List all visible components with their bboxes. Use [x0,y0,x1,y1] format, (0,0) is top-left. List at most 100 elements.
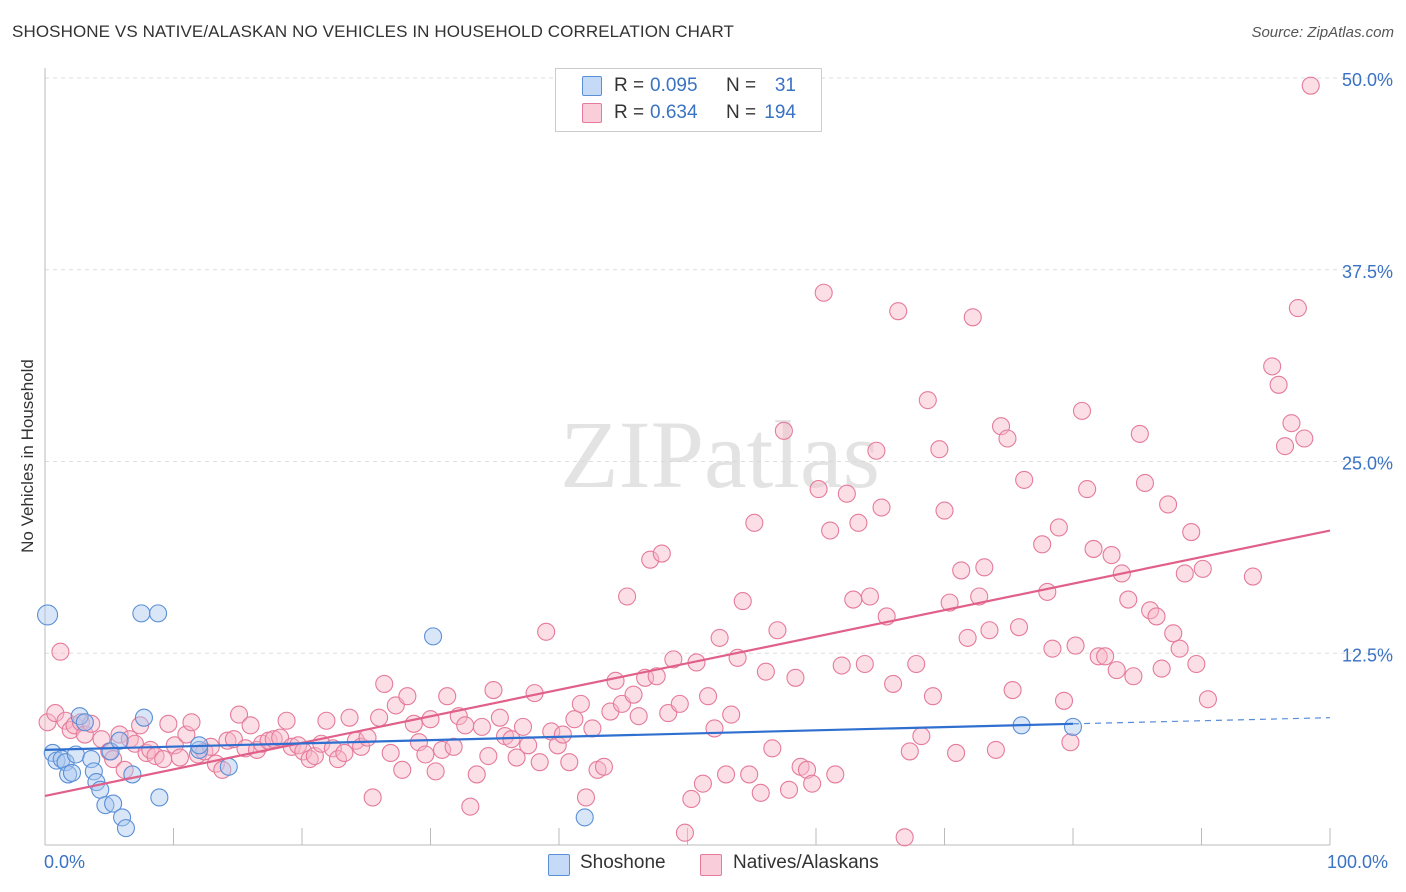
natives-point [1187,654,1206,674]
natives-point [803,774,822,793]
natives-point [923,687,942,706]
natives-point [438,687,457,706]
natives-point [1084,539,1103,558]
natives-point [583,719,602,738]
natives-point [576,788,596,807]
natives-point [675,823,694,842]
natives-point [716,765,736,784]
natives-point [479,746,498,766]
natives-point [670,694,689,713]
natives-point [363,788,382,807]
natives-point [832,656,851,675]
bottom-legend-label-natives: Natives/Alaskans [733,852,879,873]
natives-point [530,753,549,772]
natives-point [416,745,435,764]
natives-point [774,421,793,440]
natives-point [323,739,342,758]
natives-point [849,513,868,532]
natives-point [358,728,377,747]
natives-point [560,753,579,772]
bottom-legend-swatch-shoshone [548,854,570,876]
shoshone-trend-extension [1072,717,1331,725]
natives-point [821,521,840,540]
y-tick-label: 25.0% [1342,454,1393,474]
shoshone-point [123,765,142,784]
natives-point [980,621,999,640]
natives-point [722,705,741,724]
natives-point [513,717,533,736]
natives-point [1054,691,1074,710]
natives-point [884,674,903,693]
natives-point [624,685,643,704]
natives-point [1130,424,1149,443]
natives-point [565,710,584,729]
natives-point [693,774,712,793]
natives-point [1301,76,1320,95]
natives-point [1089,647,1108,666]
legend-swatch-natives [582,103,602,123]
natives-point [317,711,336,730]
natives-point [335,743,354,763]
y-tick-label: 37.5% [1342,262,1393,282]
series-shoshone-points [37,604,1083,838]
natives-point [594,757,614,776]
natives-point [958,628,977,647]
shoshone-point [113,808,132,827]
natives-point [889,302,908,321]
natives-point [75,725,94,744]
natives-point [940,593,959,612]
bottom-legend-label-shoshone: Shoshone [580,852,666,873]
natives-point [1124,667,1143,686]
natives-point [763,739,782,758]
natives-point [38,713,57,732]
natives-point [1295,429,1314,448]
natives-point [952,561,971,580]
natives-point [229,705,249,724]
shoshone-point [149,604,168,623]
legend-row-natives: R = 0.634 N = 194 [556,100,821,126]
axes [44,68,1331,846]
natives-trend-line [44,529,1331,797]
natives-point [381,743,400,763]
legend-row-shoshone: R = 0.095 N = 31 [556,73,821,99]
natives-point [170,748,189,767]
natives-point [1275,437,1295,456]
natives-point [872,498,891,517]
natives-point [456,716,475,735]
natives-point [393,760,412,779]
shoshone-point [104,794,123,813]
natives-point [900,742,919,761]
legend-n-value: 194 [764,102,796,123]
grid-lines [45,77,1392,654]
natives-point [699,687,718,706]
natives-point [912,727,931,746]
natives-point [154,750,173,769]
natives-point [1102,546,1121,565]
natives-point [1164,624,1183,643]
natives-point [1193,559,1212,578]
y-tick-label: 12.5% [1342,645,1393,665]
natives-point [1135,473,1155,493]
legend-r-value: 0.634 [650,102,698,123]
natives-point [1015,470,1034,489]
watermark: ZIPatlas [560,401,880,508]
shoshone-point [75,713,94,732]
natives-point [768,621,787,640]
x-tick-label-min: 0.0% [44,852,86,872]
natives-point [1119,590,1138,609]
natives-point [1049,518,1068,537]
natives-point [1066,636,1085,655]
natives-point [733,592,752,611]
natives-point [1107,661,1126,680]
tick-labels: 12.5% 25.0% 37.5% 50.0% [1342,70,1393,665]
natives-point [918,391,937,410]
shoshone-point [116,819,136,838]
shoshone-point [575,808,594,827]
shoshone-trend-line [44,722,1074,751]
natives-point [930,440,949,459]
natives-point [629,707,648,726]
natives-point [110,725,129,744]
natives-point [751,783,770,802]
natives-point [1182,523,1201,542]
shoshone-point [84,762,103,781]
